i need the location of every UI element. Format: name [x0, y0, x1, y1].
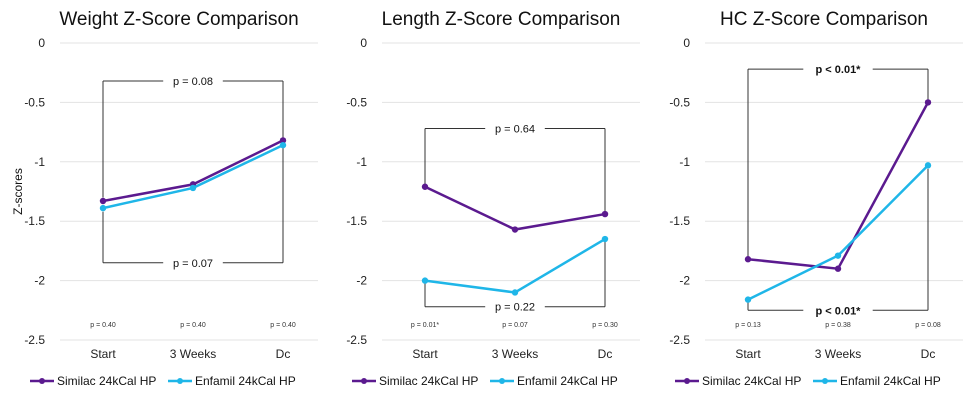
chart-svg: Weight Z-Score Comparison Z-scores 0 -0.5 -1… [11, 9, 318, 388]
series-line [102, 139, 284, 203]
series-point [279, 137, 287, 144]
y-tick-label: -2.5 [346, 333, 367, 347]
series-line [747, 164, 929, 301]
x-tick-label: Dc [598, 347, 613, 361]
x-tick-label: Start [735, 347, 761, 361]
chart-panel-2: Length Z-Score Comparison 0 -0.5 -1 -1.5 -2 -2… [322, 0, 650, 400]
chart-title: Weight Z-Score Comparison [59, 9, 298, 30]
series-point [744, 296, 752, 303]
y-tick-label: -2 [356, 274, 367, 288]
series-point [601, 235, 609, 243]
bracket-pvalue: p < 0.01* [816, 64, 862, 76]
y-tick-label: -1 [679, 155, 690, 169]
legend-marker [177, 378, 183, 384]
chart-panel-3: HC Z-Score Comparison 0 -0.5 -1 -1.5 -2 -2.5 St… [645, 0, 973, 400]
point-pvalue: p = 0.13 [735, 322, 761, 329]
y-tick-label: -0.5 [669, 95, 690, 109]
y-tick-label: -0.5 [346, 95, 367, 109]
y-tick-label: 0 [360, 36, 367, 50]
x-tick-label: Dc [276, 347, 291, 361]
y-tick-label: -2.5 [669, 333, 690, 347]
y-tick-label: -1.5 [669, 214, 690, 228]
series-point [834, 265, 842, 272]
y-tick-label: -1.5 [24, 214, 45, 228]
series-point [744, 256, 752, 263]
series-line [424, 185, 606, 231]
series-point [834, 252, 842, 259]
point-pvalue: p = 0.40 [270, 322, 296, 329]
y-tick-label: -2 [679, 274, 690, 288]
x-tick-label: Start [412, 347, 438, 361]
series-point [189, 184, 197, 192]
bracket-pvalue: p = 0.64 [495, 124, 535, 136]
chart-svg: HC Z-Score Comparison 0 -0.5 -1 -1.5 -2 -2.5 St… [669, 9, 963, 388]
point-pvalue: p = 0.40 [180, 322, 206, 329]
chart-title: Length Z-Score Comparison [382, 9, 621, 30]
legend-marker [361, 378, 367, 384]
y-tick-label: -0.5 [24, 95, 45, 109]
legend-marker [499, 378, 505, 384]
legend-label: Similac 24kCal HP [57, 374, 156, 388]
y-tick-label: 0 [683, 36, 690, 50]
y-tick-label: 0 [38, 36, 45, 50]
legend-label: Similac 24kCal HP [702, 374, 801, 388]
series-line [424, 237, 606, 294]
chart-panel-1: Weight Z-Score Comparison Z-scores 0 -0.5 -1… [0, 0, 328, 400]
point-pvalue: p = 0.38 [825, 322, 851, 329]
x-tick-label: Start [90, 347, 116, 361]
legend-label: Enfamil 24kCal HP [840, 374, 941, 388]
point-pvalue: p = 0.01* [411, 322, 439, 329]
bracket-pvalue: p < 0.01* [816, 305, 862, 317]
series-point [601, 210, 609, 218]
series-point [924, 99, 932, 106]
series-point [421, 183, 429, 190]
series-point [279, 141, 287, 149]
chart-svg: Length Z-Score Comparison 0 -0.5 -1 -1.5 -2 -2… [346, 9, 640, 388]
chart-title: HC Z-Score Comparison [720, 9, 928, 30]
bracket-pvalue: p = 0.07 [173, 258, 213, 270]
point-pvalue: p = 0.30 [592, 322, 618, 329]
legend-marker [684, 378, 690, 384]
legend-marker [39, 378, 45, 384]
y-tick-label: -1 [356, 155, 367, 169]
series-point [511, 226, 519, 233]
point-pvalue: p = 0.07 [502, 322, 528, 329]
legend-label: Enfamil 24kCal HP [195, 374, 296, 388]
bracket-pvalue: p = 0.22 [495, 302, 535, 314]
series-point [421, 277, 429, 284]
series-point [99, 204, 107, 212]
y-tick-label: -1.5 [346, 214, 367, 228]
point-pvalue: p = 0.40 [90, 322, 116, 329]
legend-marker [822, 378, 828, 384]
point-pvalue: p = 0.08 [915, 322, 941, 329]
legend-label: Enfamil 24kCal HP [517, 374, 618, 388]
x-tick-label: 3 Weeks [170, 347, 216, 361]
y-tick-label: -2.5 [24, 333, 45, 347]
y-tick-label: -2 [34, 274, 45, 288]
bracket-pvalue: p = 0.08 [173, 76, 213, 88]
series-point [924, 162, 932, 169]
series-point [99, 197, 107, 205]
x-tick-label: Dc [921, 347, 936, 361]
series-line [747, 101, 930, 271]
y-tick-label: -1 [34, 155, 45, 169]
x-tick-label: 3 Weeks [815, 347, 861, 361]
y-axis-label: Z-scores [11, 168, 25, 215]
legend-label: Similac 24kCal HP [379, 374, 478, 388]
series-point [511, 289, 519, 296]
x-tick-label: 3 Weeks [492, 347, 538, 361]
